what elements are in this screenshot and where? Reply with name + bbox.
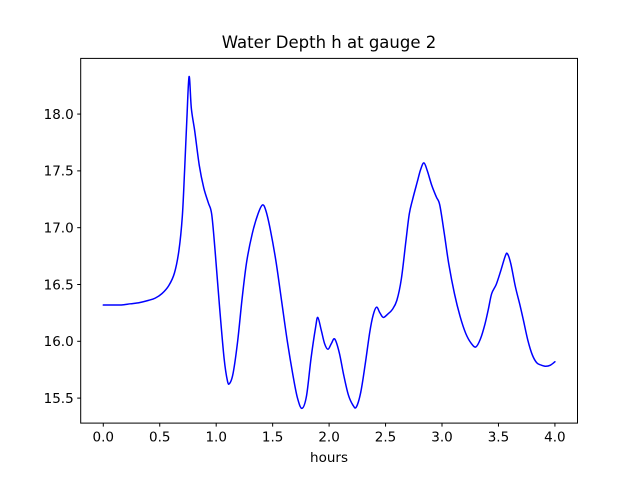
x-tick-label: 1.5 [262, 430, 283, 446]
x-tick-label: 0.0 [93, 430, 114, 446]
x-tick-label: 2.0 [318, 430, 339, 446]
y-tick-label: 17.5 [44, 164, 74, 180]
data-line [102, 75, 556, 410]
y-tick-label: 16.0 [44, 334, 74, 350]
y-tick-label: 17.0 [44, 220, 74, 236]
x-tick-label: 1.0 [205, 430, 226, 446]
y-tick-label: 18.0 [44, 107, 74, 123]
x-tick-label: 0.5 [149, 430, 170, 446]
y-axis: 15.5 16.0 16.5 17.0 17.5 18.0 [44, 107, 81, 407]
x-axis: 0.0 0.5 1.0 1.5 2.0 2.5 3.0 3.5 4.0 [93, 423, 566, 446]
plot-frame [80, 57, 578, 424]
y-tick-label: 15.5 [44, 391, 74, 407]
x-tick-label: 3.0 [431, 430, 452, 446]
x-tick-label: 4.0 [544, 430, 565, 446]
x-tick-label: 3.5 [488, 430, 509, 446]
x-tick-label: 2.5 [375, 430, 396, 446]
x-axis-label: hours [310, 450, 348, 466]
chart-title: Water Depth h at gauge 2 [222, 33, 436, 52]
y-tick-label: 16.5 [44, 277, 74, 293]
